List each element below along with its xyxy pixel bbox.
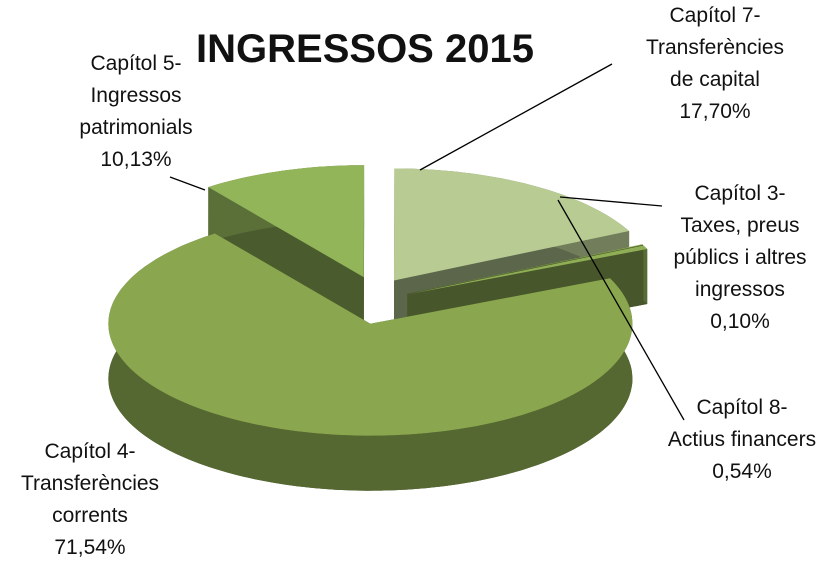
slice-top	[208, 165, 365, 278]
slice-top	[108, 233, 633, 436]
leader-line	[559, 196, 663, 207]
pie-slice	[108, 233, 633, 491]
value-label: 71,54%	[54, 536, 125, 559]
category-label: Capítol 7-Transferències de capital	[646, 4, 784, 91]
leader-line	[419, 63, 613, 171]
slice-top	[407, 245, 648, 295]
value-label: 10,13%	[100, 148, 171, 171]
value-label: 0,10%	[710, 310, 770, 333]
value-label: 0,54%	[712, 460, 772, 483]
category-label: Capítol 5-Ingressos patrimonials	[79, 52, 192, 139]
slice-side	[643, 245, 648, 304]
slice-top	[394, 168, 630, 281]
leader-line	[169, 176, 206, 191]
chart-title: INGRESSOS 2015	[196, 27, 534, 71]
slice-side	[108, 233, 633, 491]
value-label: 17,70%	[679, 100, 750, 123]
category-label: Capítol 3-Taxes, preus públics i altres in…	[673, 182, 806, 301]
leader-line	[557, 199, 685, 421]
category-label: Capítol 4-Transferències corrents	[21, 440, 159, 527]
slice-top	[407, 244, 644, 294]
category-label: Capítol 8-Actius financers	[668, 396, 816, 451]
